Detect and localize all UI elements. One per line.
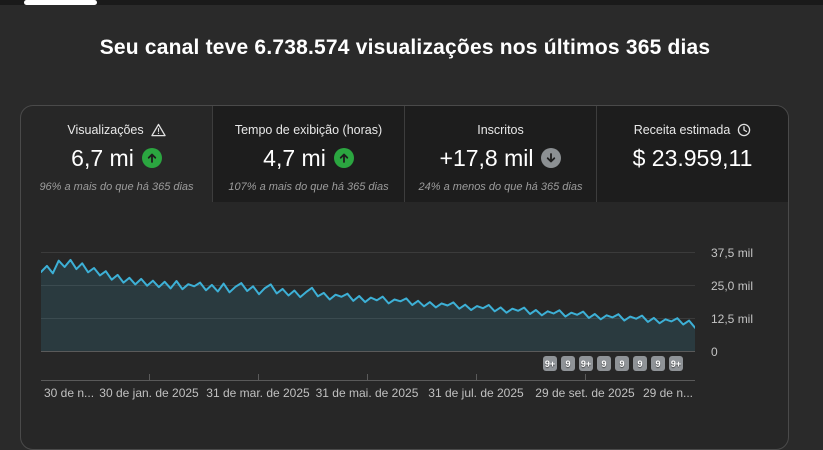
views-value: 6,7 mi — [71, 144, 134, 171]
tab-inscritos[interactable]: Inscritos +17,8 mil 24% a menos do que h… — [404, 106, 596, 202]
video-marker-badges: 9+ 9 9+ 9 9 9 9 9+ — [543, 356, 683, 371]
x-axis-label: 30 de n... — [44, 386, 95, 400]
tab-visualizacoes[interactable]: Visualizações 6,7 mi 96% a mais do que h… — [21, 106, 212, 202]
y-axis-tick: 0 — [711, 345, 718, 359]
views-over-time-chart: 37,5 mil 25,0 mil 12,5 mil 0 9+ 9 9+ 9 9… — [21, 202, 788, 449]
tab-visualizacoes-label: Visualizações — [67, 123, 144, 137]
x-axis-label: 31 de mai. de 2025 — [315, 386, 419, 400]
tab-tempo-label: Tempo de exibição (horas) — [234, 123, 383, 137]
subscribers-value: +17,8 mil — [439, 144, 534, 171]
y-axis-tick: 25,0 mil — [711, 279, 754, 293]
clock-icon[interactable] — [737, 123, 751, 137]
line-chart-plot[interactable] — [41, 244, 695, 353]
x-axis-label: 31 de mar. de 2025 — [206, 386, 310, 400]
video-count-badge[interactable]: 9 — [651, 356, 665, 371]
y-axis-tick: 37,5 mil — [711, 246, 754, 260]
x-axis-label: 29 de n... — [642, 386, 693, 400]
video-count-badge[interactable]: 9+ — [669, 356, 683, 371]
x-axis-tick — [367, 374, 368, 380]
x-axis-tick — [149, 374, 150, 380]
video-count-badge[interactable]: 9 — [633, 356, 647, 371]
page-title: Seu canal teve 6.738.574 visualizações n… — [99, 36, 711, 59]
trend-up-icon — [141, 148, 162, 168]
video-count-badge[interactable]: 9+ — [543, 356, 557, 371]
analytics-overview-card: Visualizações 6,7 mi 96% a mais do que h… — [20, 105, 789, 450]
x-axis-tick — [258, 374, 259, 380]
x-axis-line — [41, 380, 695, 381]
video-count-badge[interactable]: 9 — [561, 356, 575, 371]
revenue-value: $ 23.959,11 — [632, 144, 753, 171]
warning-icon[interactable] — [150, 123, 166, 137]
views-comparison: 96% a mais do que há 365 dias — [39, 181, 194, 193]
chart-area-fill — [41, 259, 695, 352]
metric-tabs: Visualizações 6,7 mi 96% a mais do que h… — [21, 106, 788, 202]
x-axis-tick — [476, 374, 477, 380]
trend-up-icon — [333, 148, 354, 168]
scrollbar-thumb[interactable] — [24, 0, 97, 5]
tab-receita-estimada[interactable]: Receita estimada $ 23.959,11 — [596, 106, 788, 202]
x-axis-label: 31 de jul. de 2025 — [428, 386, 524, 400]
x-axis-label: 29 de set. de 2025 — [535, 386, 635, 400]
top-horizontal-scrollbar[interactable] — [0, 0, 823, 5]
video-count-badge[interactable]: 9+ — [579, 356, 593, 371]
chart-data-line — [41, 258, 695, 329]
video-count-badge[interactable]: 9 — [615, 356, 629, 371]
subscribers-comparison: 24% a menos do que há 365 dias — [418, 181, 583, 193]
x-axis-tick — [585, 374, 586, 380]
tab-receita-label: Receita estimada — [633, 123, 731, 137]
watchtime-value: 4,7 mi — [263, 144, 326, 171]
tab-inscritos-label: Inscritos — [477, 123, 524, 137]
y-axis-tick: 12,5 mil — [711, 312, 754, 326]
watchtime-comparison: 107% a mais do que há 365 dias — [228, 181, 389, 193]
video-count-badge[interactable]: 9 — [597, 356, 611, 371]
trend-down-icon — [541, 148, 562, 168]
tab-tempo-exibicao[interactable]: Tempo de exibição (horas) 4,7 mi 107% a … — [212, 106, 404, 202]
x-axis-label: 30 de jan. de 2025 — [99, 386, 199, 400]
